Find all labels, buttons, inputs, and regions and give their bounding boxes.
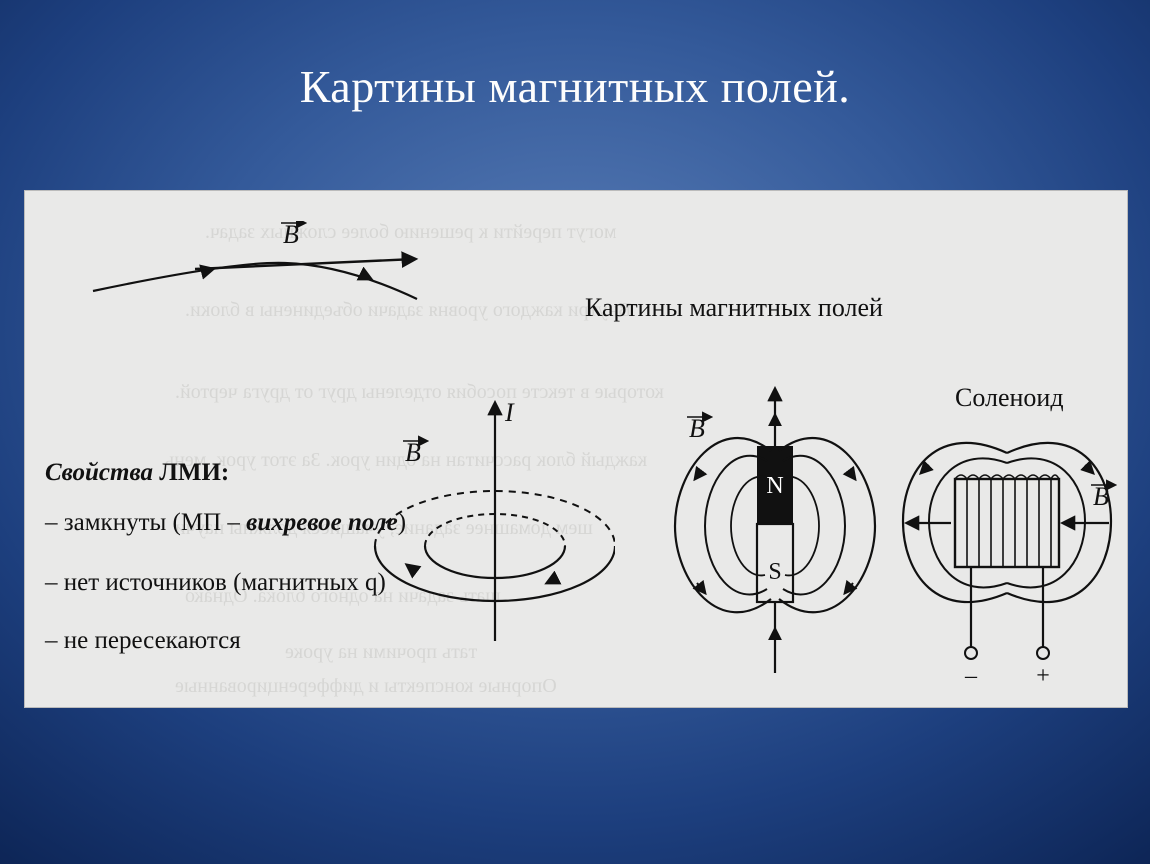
- property-3: – не пересекаются: [45, 627, 241, 655]
- vector-b-label: B: [1093, 482, 1109, 511]
- bar-magnet-diagram: N S B: [665, 381, 885, 681]
- figure-caption: Картины магнитных полей: [585, 293, 883, 323]
- ghost-text: Опорные конспекты и дифференцированные: [175, 675, 557, 698]
- solenoid-diagram: – + B: [897, 401, 1117, 701]
- figure-panel: могут перейти к решению более сложных за…: [24, 190, 1128, 708]
- terminal-plus: +: [1036, 663, 1050, 689]
- wire-field-diagram: I B: [355, 391, 615, 671]
- property-2: – нет источников (магнитных q): [45, 569, 386, 597]
- vector-b-label: B: [689, 414, 705, 443]
- vector-b-label: B: [405, 438, 421, 467]
- current-label: I: [504, 398, 515, 427]
- properties-heading: Свойства ЛМИ:: [45, 459, 229, 487]
- magnet-n: N: [766, 473, 783, 499]
- magnet-s: S: [768, 559, 781, 585]
- tangent-diagram: B: [85, 221, 425, 311]
- vector-b-label: B: [283, 221, 299, 249]
- terminal-minus: –: [964, 663, 978, 689]
- property-1: – замкнуты (МП – вихревое поле): [45, 509, 406, 537]
- slide: Картины магнитных полей. могут перейти к…: [0, 0, 1150, 864]
- slide-title: Картины магнитных полей.: [0, 60, 1150, 113]
